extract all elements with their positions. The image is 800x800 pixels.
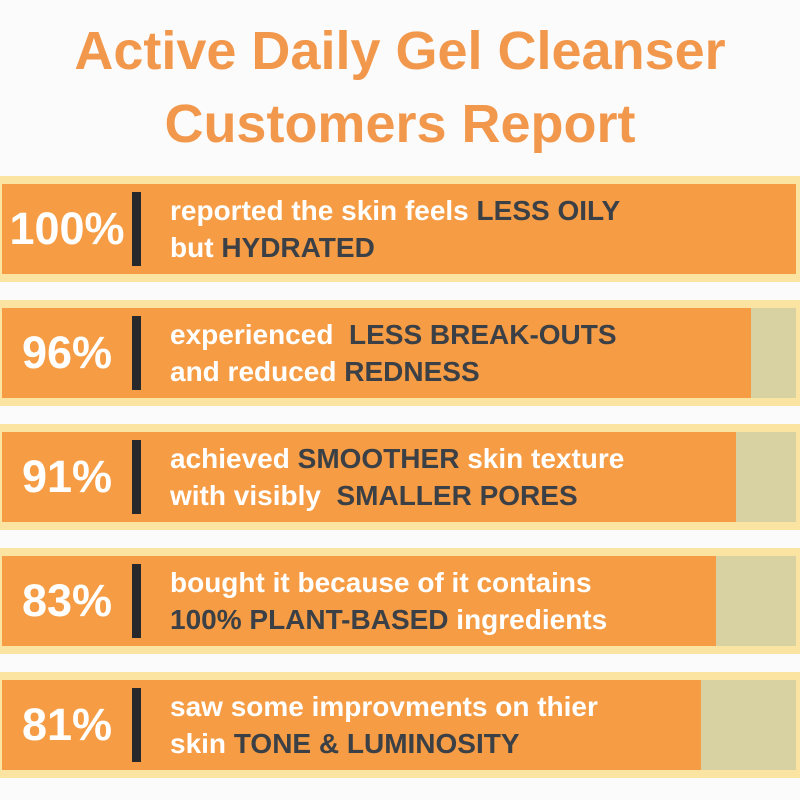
description-line: saw some improvments on thier: [170, 691, 598, 722]
bar-content: 83% bought it because of it contains 100%…: [2, 556, 796, 646]
bar-track: 96% experienced LESS BREAK-OUTS and reduc…: [2, 308, 796, 398]
title-line-2: Customers Report: [164, 94, 636, 154]
stat-row: 81% saw some improvments on thier skin TO…: [0, 672, 800, 778]
description-line: bought it because of it contains: [170, 567, 592, 598]
divider-line: [132, 440, 141, 514]
stat-row: 91% achieved SMOOTHER skin texture with v…: [0, 424, 800, 530]
stat-description: achieved SMOOTHER skin texture with visib…: [170, 440, 624, 514]
divider-line: [132, 688, 141, 762]
description-line: achieved SMOOTHER skin texture: [170, 443, 625, 474]
divider-line: [132, 192, 141, 266]
stat-description: bought it because of it contains 100% PLA…: [170, 564, 607, 638]
description-line: and reduced REDNESS: [170, 356, 480, 387]
bar-fill: [2, 680, 701, 770]
description-line: 100% PLANT-BASED ingredients: [170, 604, 608, 635]
description-line: with visibly SMALLER PORES: [170, 480, 578, 511]
description-line: but HYDRATED: [170, 232, 375, 263]
description-line: experienced LESS BREAK-OUTS: [170, 319, 617, 350]
bar-content: 91% achieved SMOOTHER skin texture with v…: [2, 432, 796, 522]
stat-value: 91%: [21, 451, 113, 502]
stat-value: 100%: [9, 203, 125, 254]
bar-content: 96% experienced LESS BREAK-OUTS and reduc…: [2, 308, 796, 398]
description-line: skin TONE & LUMINOSITY: [170, 728, 520, 759]
bar-track: 83% bought it because of it contains 100%…: [2, 556, 796, 646]
title-line-1: Active Daily Gel Cleanser: [74, 20, 726, 81]
stat-row: 100% reported the skin feels LESS OILY bu…: [0, 176, 800, 282]
stat-value: 81%: [21, 699, 113, 750]
bar-content: 100% reported the skin feels LESS OILY bu…: [2, 184, 796, 274]
stat-value: 83%: [21, 575, 113, 626]
stat-value: 96%: [21, 327, 113, 378]
divider-line: [132, 316, 141, 390]
stat-description: experienced LESS BREAK-OUTS and reduced R…: [170, 316, 617, 390]
stat-row: 96% experienced LESS BREAK-OUTS and reduc…: [0, 300, 800, 406]
divider-line: [132, 564, 141, 638]
bar-track: 91% achieved SMOOTHER skin texture with v…: [2, 432, 796, 522]
bar-fill: [2, 432, 736, 522]
bar-fill: [2, 556, 716, 646]
stat-description: reported the skin feels LESS OILY but HYD…: [170, 192, 620, 266]
description-line: reported the skin feels LESS OILY: [170, 195, 621, 226]
bar-fill: [2, 308, 751, 398]
stat-row: 83% bought it because of it contains 100%…: [0, 548, 800, 654]
stat-description: saw some improvments on thier skin TONE &…: [170, 688, 598, 762]
chart-header: Active Daily Gel Cleanser Customers Repo…: [0, 0, 800, 176]
bar-content: 81% saw some improvments on thier skin TO…: [2, 680, 796, 770]
stat-bars: 100% reported the skin feels LESS OILY bu…: [0, 176, 800, 778]
page-title: Active Daily Gel Cleanser Customers Repo…: [74, 15, 725, 162]
bar-track: 100% reported the skin feels LESS OILY bu…: [2, 184, 796, 274]
bar-track: 81% saw some improvments on thier skin TO…: [2, 680, 796, 770]
